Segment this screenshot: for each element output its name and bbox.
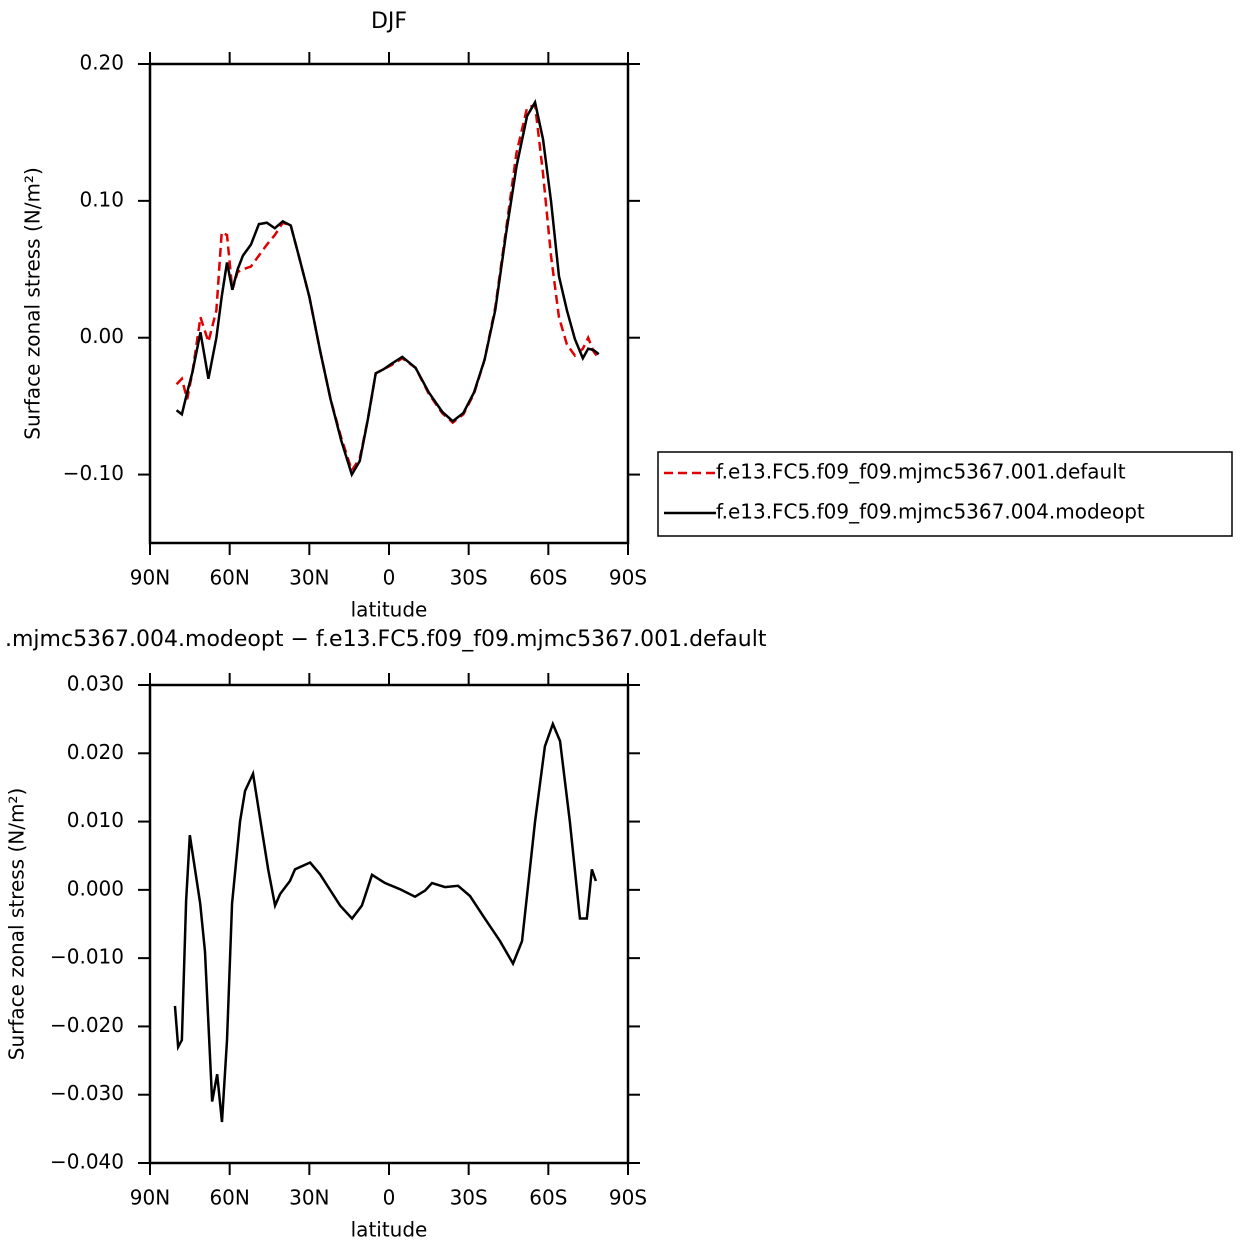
y-tick-label: 0.00 (79, 324, 124, 348)
x-tick-label: 60N (209, 566, 249, 590)
y-tick-label: −0.030 (50, 1081, 124, 1105)
y-tick-label: −0.020 (50, 1013, 124, 1037)
y-tick-label: 0.020 (67, 740, 124, 764)
legend-label: f.e13.FC5.f09_f09.mjmc5367.001.default (716, 460, 1126, 484)
x-tick-label: 30S (450, 566, 488, 590)
x-axis-label: latitude (351, 598, 428, 622)
chart-title: .mjmc5367.004.modeopt − f.e13.FC5.f09_f0… (5, 627, 767, 652)
y-tick-label: 0.10 (79, 187, 124, 211)
x-tick-label: 90S (609, 566, 647, 590)
legend-box (657, 451, 1233, 537)
y-tick-label: −0.10 (63, 461, 124, 485)
x-tick-label: 30N (289, 566, 329, 590)
y-tick-label: 0.010 (67, 808, 124, 832)
x-tick-label: 0 (383, 566, 396, 590)
x-tick-label: 0 (383, 1186, 396, 1210)
data-line (173, 720, 598, 1123)
x-tick-label: 30N (289, 1186, 329, 1210)
y-tick-label: 0.000 (67, 876, 124, 900)
y-axis-label: Surface zonal stress (N/m²) (21, 167, 45, 439)
legend-label: f.e13.FC5.f09_f09.mjmc5367.004.modeopt (716, 500, 1145, 524)
y-axis-label: Surface zonal stress (N/m²) (5, 788, 29, 1060)
y-tick-label: 0.030 (67, 672, 124, 696)
y-tick-label: −0.040 (50, 1150, 124, 1174)
x-axis-label: latitude (351, 1218, 428, 1242)
chart-title: DJF (371, 9, 407, 34)
x-tick-label: 90N (130, 566, 170, 590)
y-tick-label: 0.20 (79, 51, 124, 75)
x-tick-label: 60N (209, 1186, 249, 1210)
x-tick-label: 60S (529, 566, 567, 590)
data-line (175, 98, 600, 478)
x-tick-label: 90S (609, 1186, 647, 1210)
x-tick-label: 60S (529, 1186, 567, 1210)
x-tick-label: 90N (130, 1186, 170, 1210)
data-line (175, 103, 600, 474)
x-tick-label: 30S (450, 1186, 488, 1210)
y-tick-label: −0.010 (50, 945, 124, 969)
plot-frame (148, 683, 630, 1165)
